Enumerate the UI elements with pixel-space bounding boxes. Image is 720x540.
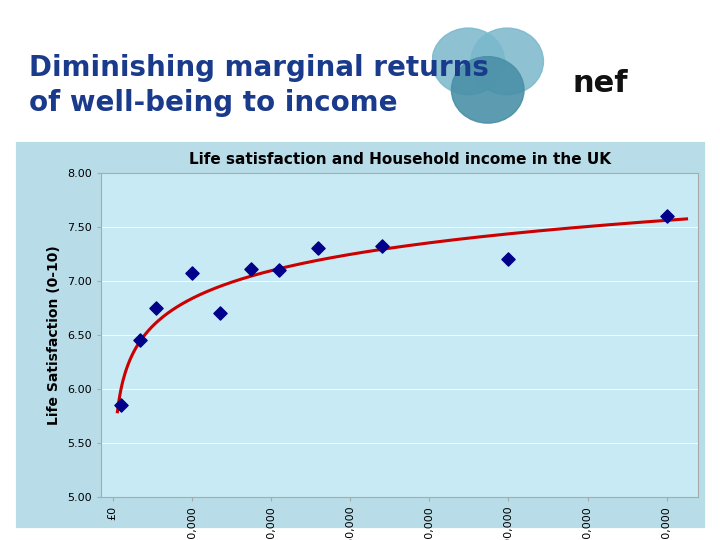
Point — [273, 266, 284, 274]
Circle shape — [451, 57, 524, 123]
Point — [150, 303, 162, 312]
FancyBboxPatch shape — [14, 140, 706, 529]
Point — [312, 244, 324, 253]
Title: Life satisfaction and Household income in the UK: Life satisfaction and Household income i… — [189, 152, 611, 167]
Y-axis label: Life Satisfaction (0-10): Life Satisfaction (0-10) — [48, 245, 61, 424]
Text: Diminishing marginal returns
of well-being to income: Diminishing marginal returns of well-bei… — [29, 54, 489, 117]
Circle shape — [471, 28, 544, 94]
Point — [214, 309, 225, 318]
Text: nef: nef — [572, 69, 628, 98]
Point — [503, 255, 514, 264]
Point — [114, 401, 126, 409]
Point — [376, 242, 387, 251]
Point — [661, 212, 672, 220]
Point — [135, 336, 146, 345]
Point — [246, 265, 257, 273]
Point — [186, 269, 197, 278]
Circle shape — [432, 28, 505, 94]
